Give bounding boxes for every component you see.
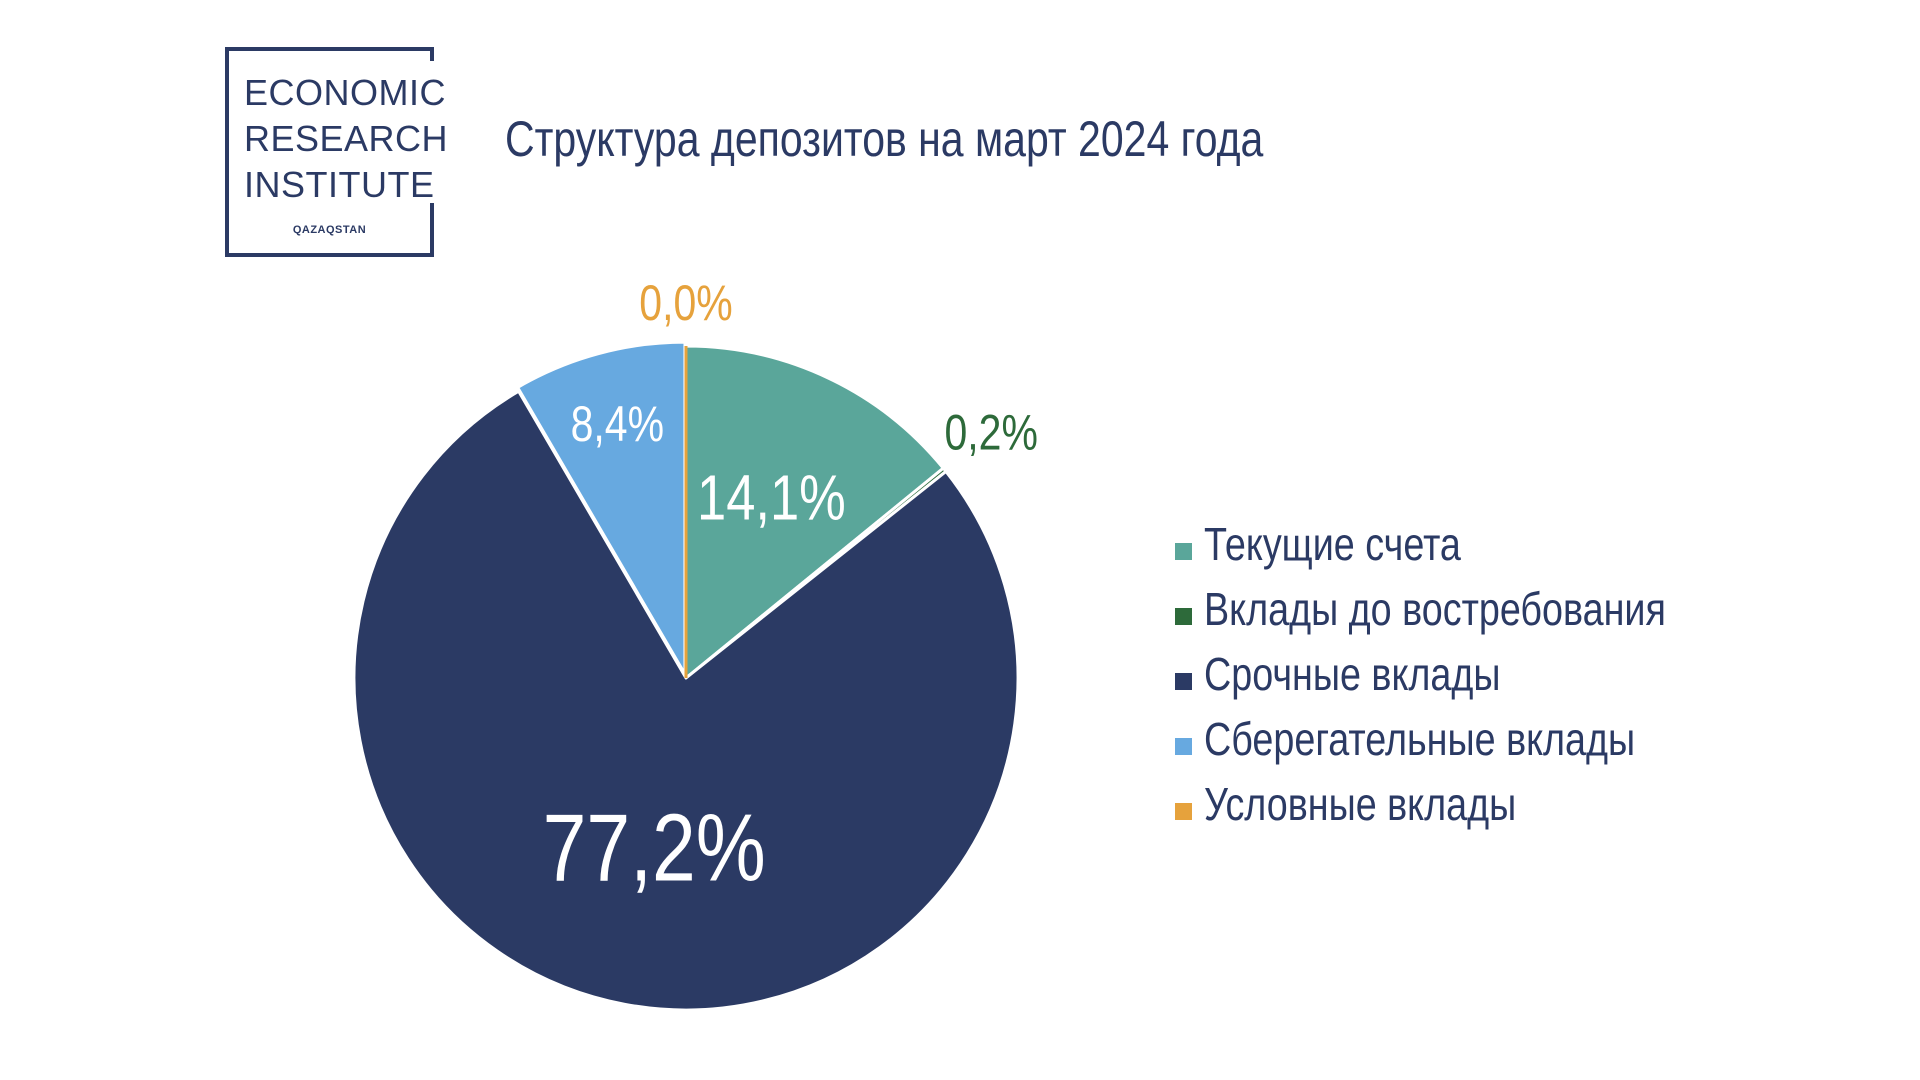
pie-slice-1 [684,344,945,680]
logo-text-line-1: ECONOMIC [244,75,450,111]
logo-text-line-3: INSTITUTE [244,167,439,203]
pie-slice-4 [516,340,687,676]
legend-label: Срочные вклады [1204,648,1501,700]
legend-swatch [1175,738,1192,755]
legend-swatch [1175,543,1192,560]
legend-swatch [1175,673,1192,690]
legend-label: Условные вклады [1204,778,1517,830]
legend-swatch [1175,608,1192,625]
legend-label: Сберегательные вклады [1204,713,1636,765]
pie-data-label-5: 0,0% [639,275,732,331]
legend-label: Текущие счета [1204,518,1461,570]
chart-title: Структура депозитов на март 2024 года [505,111,1264,167]
legend-swatch [1175,803,1192,820]
logo-text-line-2: RESEARCH [244,121,453,157]
pie-data-label-2: 0,2% [944,404,1037,460]
economic-research-institute-logo: ECONOMIC RESEARCH INSTITUTE QAZAQSTAN [225,47,453,257]
pie-data-label-1: 14,1% [697,463,846,534]
legend-label: Вклады до востребования [1204,583,1666,635]
pie-data-label-4: 8,4% [571,396,664,452]
pie-slice-3 [352,389,1020,1012]
logo-subtitle: QAZAQSTAN [292,224,367,236]
pie-data-label-3: 77,2% [543,794,766,901]
